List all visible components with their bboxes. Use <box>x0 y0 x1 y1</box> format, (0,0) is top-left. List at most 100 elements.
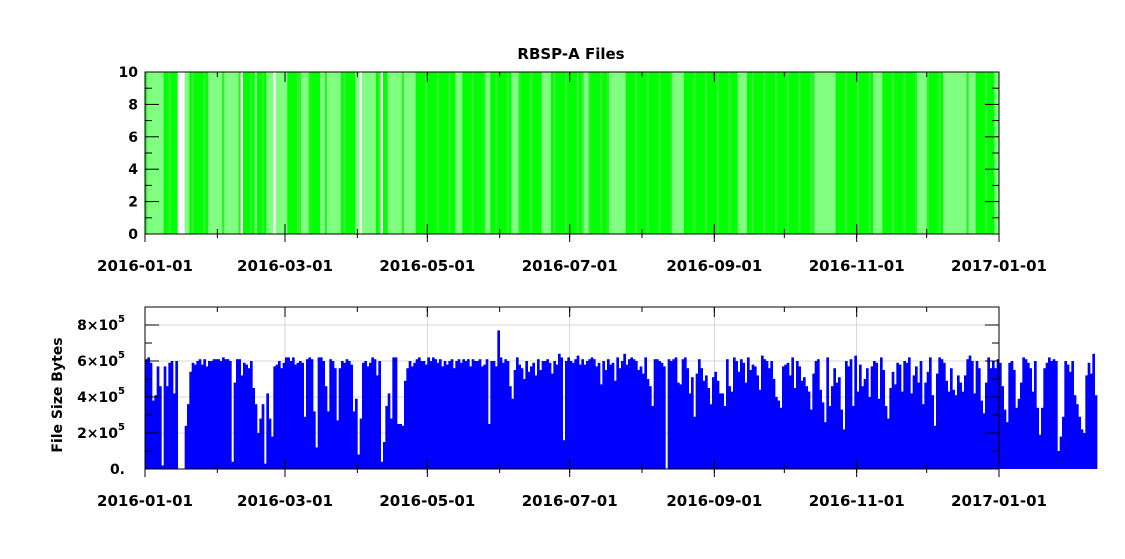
file-size-bar <box>434 359 438 469</box>
file-stripe <box>569 72 573 234</box>
file-stripe <box>905 72 909 234</box>
file-size-bar <box>611 362 615 469</box>
file-size-bar <box>429 361 433 469</box>
file-stripe <box>217 72 221 234</box>
file-size-bar <box>695 373 699 469</box>
file-stripe <box>845 72 848 234</box>
file-size-bar <box>1041 407 1044 469</box>
file-size-bar <box>1076 404 1079 469</box>
file-stripe <box>408 72 412 234</box>
file-size-bar <box>894 384 897 469</box>
file-stripe <box>250 72 253 234</box>
file-size-bar <box>812 373 816 469</box>
file-stripe <box>917 72 921 234</box>
file-stripe <box>579 72 582 234</box>
file-size-bar <box>1062 416 1065 469</box>
file-size-bar <box>219 361 223 469</box>
file-size-bar <box>488 424 491 469</box>
file-stripe <box>518 72 522 234</box>
file-size-bar <box>548 362 552 469</box>
file-stripe <box>772 72 776 234</box>
file-stripe <box>555 72 559 234</box>
file-size-bar <box>525 361 529 469</box>
file-size-bar <box>782 366 785 469</box>
file-size-bar <box>212 359 216 469</box>
file-size-bar <box>226 359 230 469</box>
file-size-bar <box>1064 361 1068 469</box>
file-size-bar <box>719 393 722 469</box>
file-stripe <box>401 72 405 234</box>
file-size-bar <box>681 359 685 469</box>
file-stripe <box>812 72 816 234</box>
file-stripe <box>723 72 727 234</box>
bottom-x-axis: 2016-01-01 2016-03-01 2016-05-01 2016-07-01… <box>97 307 1047 510</box>
file-stripe <box>870 72 874 234</box>
file-stripe <box>198 72 202 234</box>
file-size-bar <box>978 368 981 469</box>
file-stripe <box>938 72 942 234</box>
file-size-bar <box>296 362 300 469</box>
file-stripe <box>261 72 265 234</box>
file-size-bar <box>418 357 421 469</box>
file-size-bar <box>341 361 344 469</box>
file-stripe <box>455 72 459 234</box>
file-stripe <box>490 72 494 234</box>
file-size-bar <box>637 370 641 469</box>
file-size-bar <box>254 404 258 469</box>
file-size-bar <box>929 357 932 469</box>
file-stripe <box>677 72 680 234</box>
file-stripe <box>558 72 561 234</box>
file-size-bar <box>814 361 818 469</box>
file-size-bar <box>392 357 396 469</box>
file-size-bar <box>698 359 701 469</box>
file-size-bar <box>331 361 335 469</box>
file-size-bar <box>532 362 536 469</box>
y-tick-label: 8 <box>128 97 138 113</box>
file-stripe <box>826 72 830 234</box>
file-stripe <box>373 72 377 234</box>
file-size-bar <box>595 366 599 469</box>
file-size-bar <box>884 406 888 469</box>
file-size-bar <box>793 388 797 469</box>
x-tick-label: 2016-01-01 <box>97 257 193 275</box>
file-size-bar <box>796 361 799 469</box>
file-size-bar <box>583 364 587 469</box>
file-stripe <box>539 72 543 234</box>
file-size-bar <box>495 366 498 469</box>
file-stripe <box>418 72 421 234</box>
file-stripe <box>800 72 804 234</box>
file-stripe <box>922 72 925 234</box>
file-size-bar <box>968 355 972 469</box>
file-size-bar <box>280 368 284 469</box>
file-size-bar <box>539 370 543 469</box>
file-size-bar <box>709 404 713 469</box>
file-stripe <box>338 72 342 234</box>
file-stripe <box>506 72 510 234</box>
file-stripe <box>443 72 447 234</box>
file-stripe <box>733 72 736 234</box>
file-stripe <box>327 72 330 234</box>
file-size-bar <box>784 364 788 469</box>
file-size-bar <box>173 393 176 469</box>
file-size-bar <box>359 418 363 469</box>
file-size-bar <box>667 359 671 469</box>
file-stripe <box>882 72 886 234</box>
file-stripe <box>226 72 230 234</box>
file-size-bar <box>826 357 830 469</box>
file-stripe <box>602 72 606 234</box>
file-size-bar <box>301 362 305 469</box>
file-stripe <box>371 72 375 234</box>
file-size-bar <box>527 371 531 469</box>
file-size-bar <box>863 379 867 469</box>
file-size-bar <box>656 359 659 469</box>
file-size-bar <box>614 380 617 469</box>
file-stripe <box>483 72 487 234</box>
file-size-bar <box>194 364 197 469</box>
file-stripe <box>352 72 356 234</box>
file-stripe <box>497 72 501 234</box>
file-size-bar <box>240 375 244 469</box>
y-tick-label: 6 <box>128 130 138 146</box>
file-size-bar <box>842 429 846 469</box>
file-stripe <box>898 72 902 234</box>
file-stripe <box>233 72 237 234</box>
